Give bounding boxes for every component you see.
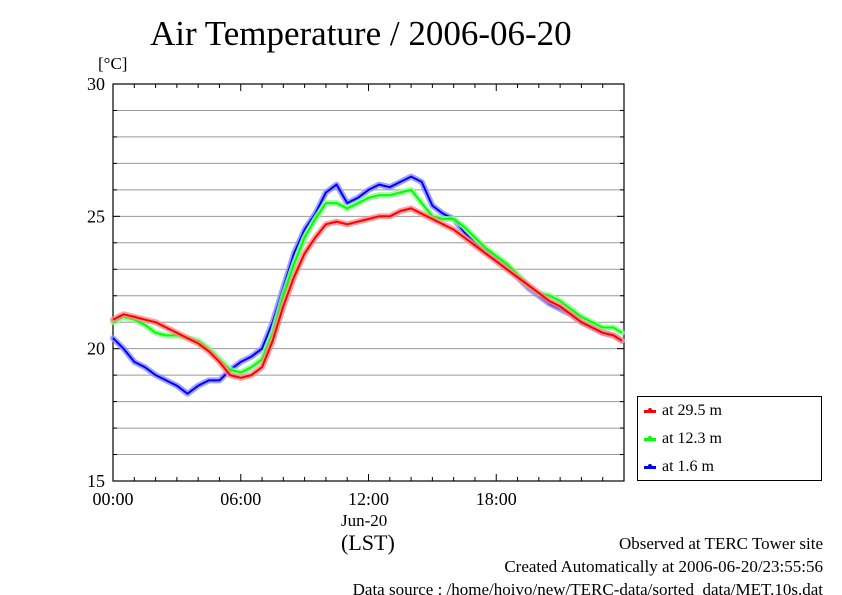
x-tick-label: 06:00 <box>220 489 261 509</box>
footer-source: Data source : /home/hoivo/new/TERC-data/… <box>352 580 823 595</box>
footer-site: Observed at TERC Tower site <box>618 534 823 553</box>
legend-item-29-5m: at 29.5 m <box>644 401 722 421</box>
y-tick-label: 15 <box>87 471 105 491</box>
legend-item-1-6m: at 1.6 m <box>644 457 714 477</box>
legend-label: at 29.5 m <box>662 402 722 419</box>
legend: at 29.5 m at 12.3 m at 1.6 m <box>637 396 822 481</box>
y-axis-unit: [°C] <box>98 54 128 73</box>
chart-title: Air Temperature / 2006-06-20 <box>150 14 572 53</box>
y-tick-label: 30 <box>87 74 105 94</box>
x-axis-label: (LST) <box>341 530 395 555</box>
series-line-at-1-6-m <box>112 175 623 395</box>
legend-swatch-green <box>644 435 656 441</box>
y-tick-label: 25 <box>87 206 105 226</box>
legend-label: at 12.3 m <box>662 430 722 447</box>
legend-swatch-red <box>644 407 656 413</box>
series-band-at-1-6-m <box>110 173 625 397</box>
series-line-at-29-5-m <box>112 207 623 379</box>
x-tick-label: 00:00 <box>92 489 133 509</box>
plot-frame <box>112 83 625 482</box>
x-tick-label: 18:00 <box>476 489 517 509</box>
y-tick-label: 20 <box>87 339 105 359</box>
footer-created: Created Automatically at 2006-06-20/23:5… <box>504 557 823 576</box>
x-axis-date-label: Jun-20 <box>341 511 388 530</box>
legend-item-12-3m: at 12.3 m <box>644 429 722 449</box>
legend-label: at 1.6 m <box>662 458 714 475</box>
x-tick-label: 12:00 <box>348 489 389 509</box>
legend-swatch-blue <box>644 463 656 469</box>
